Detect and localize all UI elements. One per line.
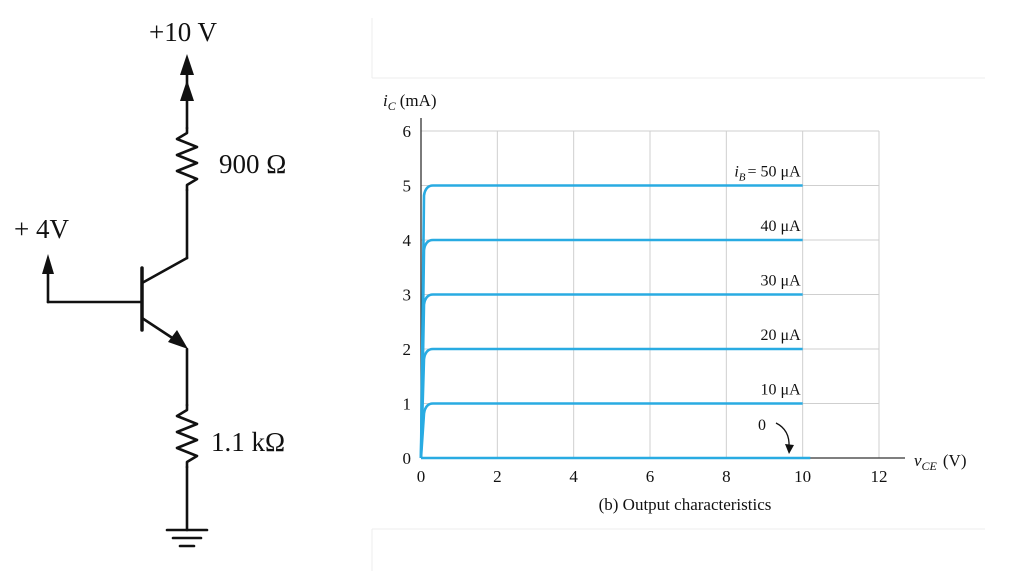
series-label: 40 μA	[761, 218, 802, 235]
emitter-arrow-icon	[168, 330, 188, 349]
series-line-ib-3	[419, 293, 803, 459]
x-axis-label: vCE (V)	[914, 451, 967, 473]
x-tick-label: 0	[417, 467, 426, 486]
supply-label: +10 V	[149, 17, 217, 47]
zero-pointer-line	[775, 422, 790, 448]
series-label-zero: 0	[758, 417, 766, 434]
y-tick-label: 0	[403, 449, 412, 468]
chart-series	[419, 184, 811, 460]
emitter-resistor-label: 1.1 kΩ	[211, 427, 285, 457]
base-voltage-label: + 4V	[14, 214, 69, 244]
panel-frame	[371, 18, 985, 571]
supply-arrow-icon-2	[180, 80, 194, 101]
series-label: iB = 50 μA	[734, 164, 801, 184]
collector-resistor-icon	[175, 126, 199, 192]
series-line-ib-2	[419, 347, 803, 459]
y-tick-label: 5	[403, 177, 412, 196]
y-axis-label: iC (mA)	[383, 91, 437, 113]
chart-title: (b) Output characteristics	[599, 495, 772, 514]
y-tick-label: 1	[403, 395, 412, 414]
series-line-ib-4	[419, 238, 803, 459]
collector-resistor-label: 900 Ω	[219, 149, 286, 179]
circuit-schematic	[42, 54, 209, 548]
base-source-arrow-icon	[42, 254, 54, 274]
y-tick-label: 2	[403, 340, 412, 359]
x-tick-label: 10	[794, 467, 811, 486]
emitter-resistor-icon	[175, 403, 199, 469]
y-tick-label: 3	[403, 286, 412, 305]
x-tick-label: 8	[722, 467, 731, 486]
y-tick-label: 6	[403, 122, 412, 141]
series-label: 20 μA	[761, 327, 802, 344]
x-tick-label: 2	[493, 467, 502, 486]
series-line-ib-5	[419, 184, 803, 459]
supply-arrow-icon	[180, 54, 194, 75]
series-label: 30 μA	[761, 273, 802, 290]
zero-pointer-arrow-icon	[785, 444, 794, 454]
chart-axes	[420, 118, 905, 459]
series-label: 10 μA	[761, 382, 802, 399]
series-line-ib-1	[419, 402, 803, 459]
x-tick-label: 12	[871, 467, 888, 486]
x-tick-label: 6	[646, 467, 655, 486]
ground-icon	[165, 528, 209, 548]
y-tick-label: 4	[403, 231, 412, 250]
collector-lead	[140, 256, 189, 285]
x-tick-label: 4	[569, 467, 578, 486]
